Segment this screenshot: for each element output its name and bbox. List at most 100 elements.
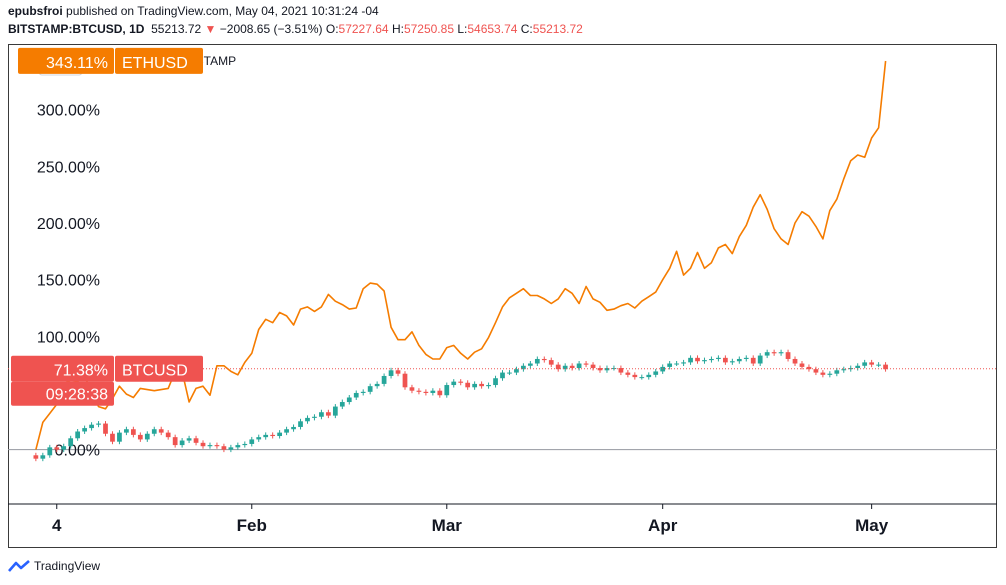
x-tick-label: Mar xyxy=(432,516,463,535)
candle-body xyxy=(110,433,115,442)
tradingview-footer[interactable]: TradingView xyxy=(8,559,100,573)
candle-body xyxy=(820,372,826,375)
candle-body xyxy=(479,383,484,387)
candle-body xyxy=(235,445,241,448)
candle-body xyxy=(534,358,540,364)
candle-body xyxy=(423,391,429,393)
candle-body xyxy=(130,429,136,435)
ethusd-scale-label: 343.11% xyxy=(46,55,108,72)
candle-body xyxy=(527,363,533,366)
y-tick-label: 200.00% xyxy=(37,216,100,233)
low-value: 54653.74 xyxy=(467,22,518,36)
candle-body xyxy=(298,421,303,427)
candle-body xyxy=(144,433,150,440)
candle-body xyxy=(827,373,833,375)
candle-body xyxy=(381,375,387,384)
candle-body xyxy=(117,432,122,442)
candle-body xyxy=(256,437,262,440)
candle-body xyxy=(82,428,87,432)
candle-body xyxy=(165,432,171,438)
candle-body xyxy=(583,363,589,365)
candle-body xyxy=(625,372,631,375)
candle-body xyxy=(514,369,519,373)
candle-body xyxy=(500,372,505,379)
candle-body xyxy=(207,445,213,447)
candle-body xyxy=(33,455,39,459)
candle-body xyxy=(841,369,847,371)
candle-body xyxy=(667,363,673,367)
candle-body xyxy=(75,431,81,439)
published-text: published on TradingView.com, May 04, 20… xyxy=(66,4,379,18)
candle-body xyxy=(876,364,881,366)
candle-body xyxy=(68,438,74,447)
candle-body xyxy=(555,364,561,370)
candle-body xyxy=(646,374,652,378)
x-tick-label: 4 xyxy=(52,516,62,535)
tradingview-logo-icon xyxy=(8,560,30,572)
candle-body xyxy=(674,363,679,365)
y-tick-label: 100.00% xyxy=(37,329,100,346)
candle-body xyxy=(611,368,617,370)
candle-body xyxy=(319,412,324,417)
candle-body xyxy=(312,416,317,418)
candle-body xyxy=(729,361,735,363)
price-chart[interactable]: 300.00% 250.00% 200.00% 150.00% 100.00% 0.00%… xyxy=(8,44,997,548)
candle-body xyxy=(716,357,721,359)
candle-body xyxy=(96,423,101,425)
y-tick-label: 150.00% xyxy=(37,273,100,290)
candle-body xyxy=(848,368,854,370)
candle-body xyxy=(339,402,345,407)
candle-body xyxy=(604,368,610,371)
y-tick-label: 300.00% xyxy=(37,103,100,120)
candle-body xyxy=(562,365,568,370)
candle-body xyxy=(137,434,143,440)
candle-body xyxy=(541,358,547,361)
open-label: O: xyxy=(325,22,339,36)
candle-body xyxy=(374,383,380,387)
candle-body xyxy=(702,360,707,362)
candle-body xyxy=(263,434,269,438)
candle-body xyxy=(214,445,220,447)
tradingview-brand: TradingView xyxy=(34,559,101,573)
candle-body xyxy=(639,377,645,379)
candle-body xyxy=(778,352,784,354)
candle-body xyxy=(813,369,819,373)
candle-body xyxy=(40,455,46,459)
candle-body xyxy=(221,446,227,450)
ethusd-name-label-bg xyxy=(115,47,203,74)
candle-body xyxy=(569,365,575,369)
candle-body xyxy=(750,357,756,364)
y-tick-label: 250.00% xyxy=(37,159,100,176)
candle-body xyxy=(395,370,401,374)
candle-body xyxy=(332,406,338,416)
candle-body xyxy=(451,381,457,386)
candle-body xyxy=(291,426,296,430)
btcusd-scale-label-bg xyxy=(11,355,114,382)
candle-body xyxy=(326,412,331,416)
publish-info: epubsfroi published on TradingView.com, … xyxy=(8,4,379,18)
x-tick-label: Feb xyxy=(237,516,267,535)
candle-body xyxy=(632,374,638,378)
candle-body xyxy=(723,357,728,363)
candle-body xyxy=(430,390,436,393)
candle-body xyxy=(103,423,108,434)
candle-body xyxy=(681,362,686,364)
candle-body xyxy=(444,385,450,396)
candle-body xyxy=(409,387,415,391)
price-change: −2008.65 (−3.51%) xyxy=(219,22,323,36)
candle-body xyxy=(89,424,94,429)
candle-body xyxy=(437,390,443,396)
btcusd-countdown-label-bg xyxy=(11,381,114,406)
high-value: 57250.85 xyxy=(403,22,454,36)
candle-body xyxy=(855,365,861,369)
candle-body xyxy=(388,370,394,376)
last-price: 55213.72 xyxy=(151,22,202,36)
btcusd-name-label-bg xyxy=(115,355,203,382)
candle-body xyxy=(521,365,526,370)
candle-body xyxy=(151,429,157,434)
author-name: epubsfroi xyxy=(8,4,63,18)
candle-body xyxy=(883,364,888,370)
candle-body xyxy=(493,378,498,386)
candle-body xyxy=(228,447,234,450)
candle-body xyxy=(277,432,282,437)
